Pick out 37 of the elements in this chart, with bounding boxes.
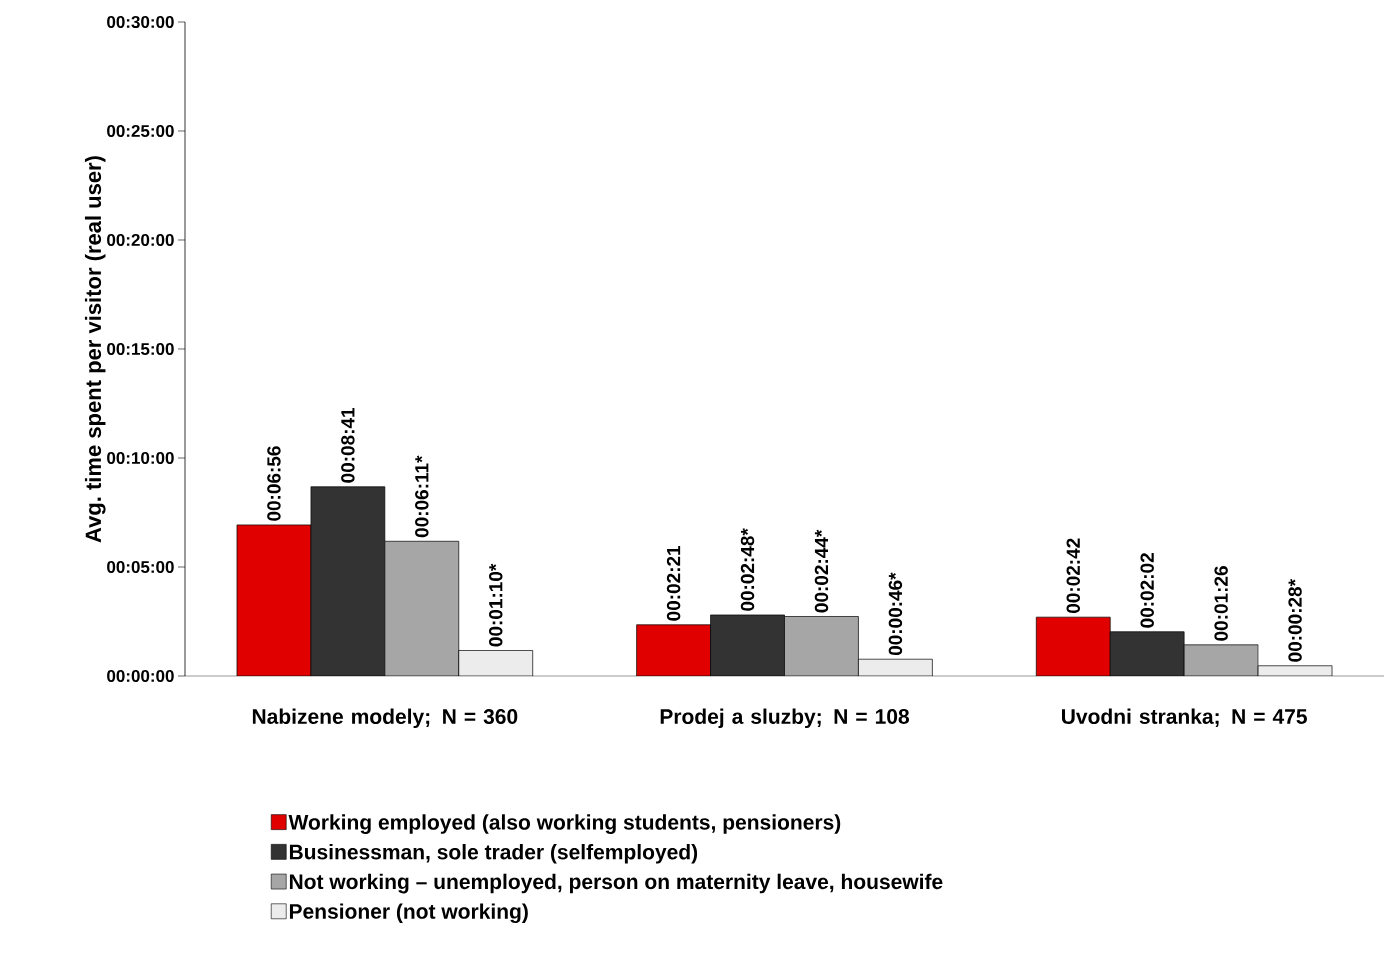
data-label: 00:02:42 <box>1066 538 1080 614</box>
data-label: 00:02:44* <box>814 529 829 613</box>
bar <box>636 624 711 676</box>
bar <box>458 650 534 676</box>
x-tick-label: Uvodni stranka; N = 475 <box>1062 708 1307 727</box>
x-tick-label: Nabizene modely; N = 360 <box>252 708 518 729</box>
bar <box>236 524 312 676</box>
x-tick-label: Prodej a sluzby; N = 108 <box>660 708 909 729</box>
data-label: 00:06:11* <box>415 455 429 538</box>
legend-label: Businessman, sole trader (selfemployed) <box>289 843 698 864</box>
data-label: 00:08:41 <box>341 407 355 483</box>
data-label: 00:02:48* <box>740 528 755 611</box>
data-label: 00:02:02 <box>1140 553 1154 628</box>
data-label: 00:01:26 <box>1214 566 1228 641</box>
y-axis-title: Avg. time spent per visitor (real user) <box>84 156 106 543</box>
bar <box>784 616 859 676</box>
data-label: 00:02:21 <box>666 545 681 621</box>
data-label: 00:00:28* <box>1288 578 1302 662</box>
y-tick-label: 00:05:00 <box>107 560 174 574</box>
y-tick-label: 00:00:00 <box>107 669 174 683</box>
bar <box>1109 631 1185 676</box>
bar <box>310 486 386 676</box>
y-tick-label: 00:25:00 <box>107 124 174 138</box>
bar <box>1035 616 1111 676</box>
bar <box>384 540 460 676</box>
legend-label: Working employed (also working students, pensioners) <box>288 814 841 834</box>
data-label: 00:01:10* <box>489 563 503 647</box>
y-tick-label: 00:10:00 <box>107 451 174 465</box>
bar <box>710 614 785 676</box>
bar <box>1183 644 1259 676</box>
legend-label: Not working – unemployed, person on maternity leave, housewife <box>289 873 943 894</box>
y-tick-label: 00:20:00 <box>107 233 174 247</box>
y-tick-label: 00:15:00 <box>107 342 174 356</box>
data-label: 00:00:46* <box>888 572 903 656</box>
y-tick-label: 00:30:00 <box>107 15 174 29</box>
data-label: 00:06:56 <box>267 446 281 521</box>
legend-label: Pensioner (not working) <box>289 903 528 924</box>
